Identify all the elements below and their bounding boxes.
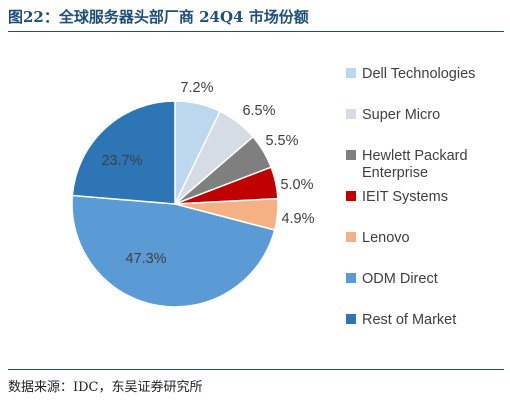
legend-swatch-hewlett-packard-enterprise bbox=[346, 150, 356, 160]
data-label-odm-direct: 47.3% bbox=[125, 251, 166, 267]
data-label-lenovo: 4.9% bbox=[281, 211, 314, 227]
data-label-dell-technologies: 7.2% bbox=[180, 80, 213, 96]
pie-slice-odm-direct bbox=[71, 194, 276, 308]
legend-swatch-super-micro bbox=[346, 109, 356, 119]
pie-slices bbox=[71, 100, 279, 308]
legend-label-odm-direct: ODM Direct bbox=[362, 271, 438, 287]
pie-chart: 7.2% 6.5% 5.5% 5.0% 4.9% 47.3% 23.7% Dell Tech… bbox=[71, 66, 475, 328]
title-rule bbox=[8, 31, 504, 32]
legend-swatch-ieit-systems bbox=[346, 191, 356, 201]
chart-legend: Dell Technologies Super Micro Hewlett Pack… bbox=[346, 66, 475, 328]
legend-swatch-odm-direct bbox=[346, 273, 356, 283]
legend-label-dell-technologies: Dell Technologies bbox=[362, 66, 475, 82]
source-rule bbox=[8, 369, 504, 370]
figure-title: 图22：全球服务器头部厂商 24Q4 市场份额 bbox=[8, 8, 309, 26]
data-label-super-micro: 6.5% bbox=[242, 103, 275, 119]
pie-slice-rest-of-market bbox=[71, 100, 176, 205]
legend-label-hewlett-packard-enterprise: Hewlett Packard Enterprise bbox=[362, 148, 468, 181]
legend-label-lenovo: Lenovo bbox=[362, 230, 410, 246]
legend-label-rest-of-market: Rest of Market bbox=[362, 312, 456, 328]
legend-swatch-dell-technologies bbox=[346, 68, 356, 78]
pie-labels: 7.2% 6.5% 5.5% 5.0% 4.9% 47.3% 23.7% bbox=[101, 80, 314, 267]
source-note: 数据来源：IDC，东吴证券研究所 bbox=[8, 380, 203, 395]
legend-label-super-micro: Super Micro bbox=[362, 107, 440, 123]
legend-swatch-rest-of-market bbox=[346, 314, 356, 324]
legend-swatch-lenovo bbox=[346, 232, 356, 242]
data-label-hewlett-packard-enterprise: 5.5% bbox=[265, 133, 298, 149]
data-label-rest-of-market: 23.7% bbox=[101, 153, 142, 169]
legend-label-ieit-systems: IEIT Systems bbox=[362, 189, 448, 205]
data-label-ieit-systems: 5.0% bbox=[280, 177, 313, 193]
